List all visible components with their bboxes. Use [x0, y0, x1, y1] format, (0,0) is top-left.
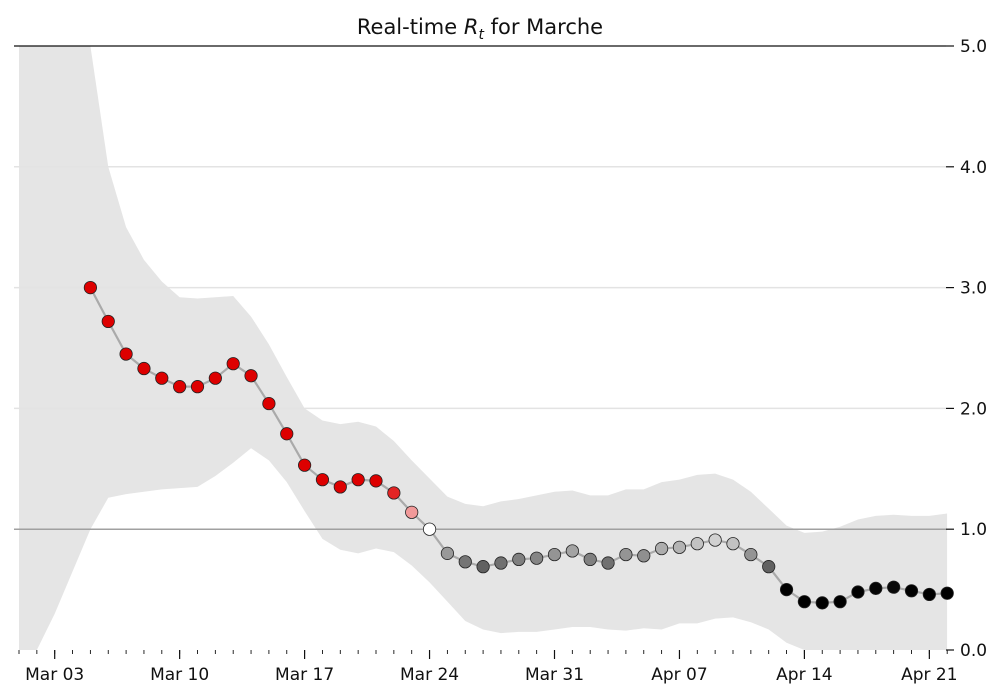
- rt-point: [190, 380, 205, 394]
- rt-point: [708, 533, 722, 547]
- x-tick-label: Mar 17: [275, 665, 334, 685]
- rt-point: [387, 486, 401, 500]
- rt-point: [922, 587, 936, 602]
- y-tick-label: 2.0: [960, 399, 987, 419]
- rt-point: [744, 547, 758, 562]
- rt-point: [83, 280, 98, 295]
- rt-point: [422, 522, 437, 536]
- rt-point: [779, 582, 794, 597]
- title-symbol: R: [464, 15, 479, 39]
- chart-title: Real-time Rt for Marche: [357, 15, 603, 43]
- rt-point: [619, 547, 633, 562]
- rt-point: [637, 549, 651, 563]
- rt-point: [583, 552, 597, 567]
- rt-point: [333, 480, 347, 494]
- rt-point: [672, 540, 687, 554]
- confidence-band-layer: [19, 46, 948, 650]
- rt-point: [797, 595, 812, 609]
- rt-point: [940, 586, 954, 600]
- rt-point: [351, 473, 365, 487]
- title-prefix: Real-time: [357, 15, 464, 39]
- y-tick-label: 0.0: [960, 641, 987, 661]
- rt-point: [815, 596, 829, 610]
- title-subscript: t: [478, 27, 484, 43]
- axes-layer: 0.0 1.0 2.0 3.0 4.0 5.0 Mar 03 Mar 10 Mar 17 Mar …: [18, 37, 987, 685]
- rt-point: [869, 581, 883, 595]
- rt-point: [119, 347, 133, 361]
- confidence-band: [19, 46, 948, 650]
- rt-point: [851, 585, 865, 599]
- y-tick-label: 4.0: [960, 158, 987, 178]
- rt-points-layer: [83, 280, 954, 610]
- rt-point: [208, 371, 222, 385]
- x-tick-label: Mar 24: [400, 665, 459, 685]
- rt-point: [315, 473, 330, 487]
- rt-point: [458, 555, 472, 569]
- rt-point: [262, 396, 276, 411]
- rt-point: [297, 458, 312, 472]
- rt-point: [887, 580, 901, 594]
- y-tick-label: 3.0: [960, 279, 987, 299]
- title-suffix: for Marche: [484, 15, 603, 39]
- rt-point: [440, 546, 454, 560]
- rt-point: [833, 595, 847, 609]
- y-tick-label: 1.0: [960, 520, 987, 540]
- rt-point: [405, 505, 419, 519]
- rt-point: [280, 427, 294, 441]
- rt-point: [726, 537, 740, 551]
- rt-point: [762, 560, 776, 574]
- x-tick-label: Apr 07: [651, 665, 707, 685]
- y-tick-label: 5.0: [960, 37, 987, 57]
- x-tick-label: Mar 03: [25, 665, 84, 685]
- rt-point: [155, 371, 169, 385]
- rt-point: [369, 474, 383, 488]
- rt-point: [173, 380, 187, 394]
- rt-point: [476, 560, 490, 574]
- grid-layer: [14, 45, 946, 530]
- rt-point: [565, 544, 579, 558]
- rt-point: [904, 584, 919, 598]
- rt-point: [137, 361, 151, 376]
- rt-point: [512, 552, 526, 567]
- rt-point: [654, 541, 669, 556]
- x-tick-label: Apr 21: [901, 665, 957, 685]
- rt-point: [690, 537, 704, 551]
- x-tick-label: Mar 31: [525, 665, 584, 685]
- x-tick-label: Mar 10: [150, 665, 209, 685]
- rt-point: [226, 357, 240, 371]
- rt-point: [547, 547, 562, 562]
- rt-point: [244, 369, 258, 383]
- x-tick-label: Apr 14: [776, 665, 832, 685]
- rt-point: [530, 551, 544, 565]
- rt-point: [601, 556, 615, 570]
- rt-point: [494, 556, 508, 570]
- rt-point: [101, 314, 115, 329]
